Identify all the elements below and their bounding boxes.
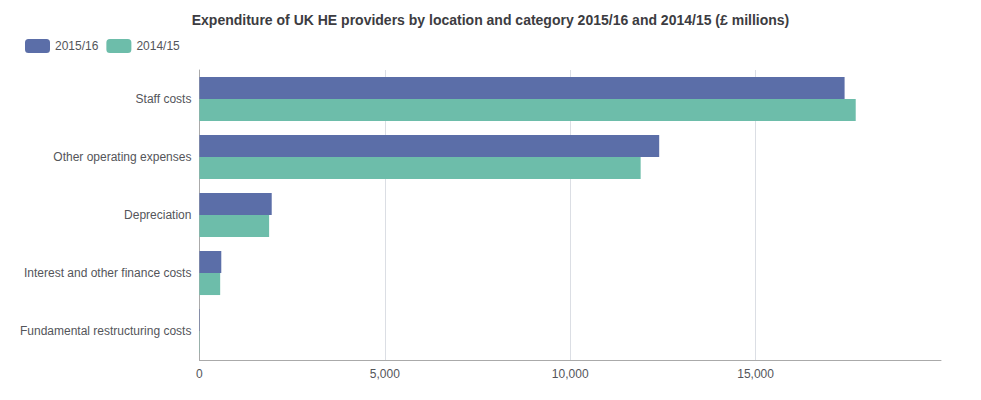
svg-text:15,000: 15,000 — [737, 367, 774, 381]
svg-text:Interest and other finance cos: Interest and other finance costs — [24, 266, 191, 280]
svg-text:Staff costs: Staff costs — [136, 92, 192, 106]
svg-text:2014/15: 2014/15 — [136, 39, 180, 53]
svg-text:Expenditure of UK HE providers: Expenditure of UK HE providers by locati… — [192, 12, 790, 28]
svg-text:2015/16: 2015/16 — [55, 39, 99, 53]
svg-text:Depreciation: Depreciation — [124, 208, 191, 222]
svg-text:Fundamental restructuring cost: Fundamental restructuring costs — [20, 324, 191, 338]
svg-text:10,000: 10,000 — [552, 367, 589, 381]
svg-text:5,000: 5,000 — [370, 367, 400, 381]
svg-text:Other operating expenses: Other operating expenses — [53, 150, 191, 164]
svg-text:0: 0 — [196, 367, 203, 381]
